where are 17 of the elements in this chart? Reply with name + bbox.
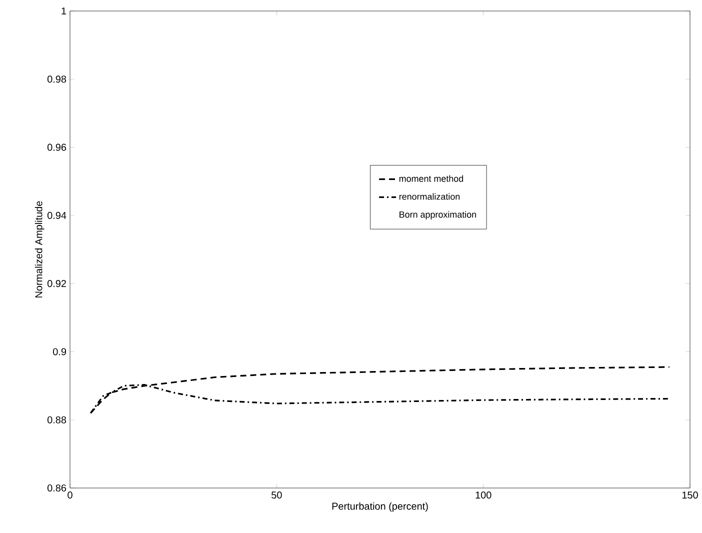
x-axis-title: Perturbation (percent): [332, 502, 428, 512]
x-tick-label: 150: [682, 492, 698, 499]
x-tick-label: 100: [476, 492, 492, 499]
y-axis-title: Normalized Amplitude: [34, 201, 44, 298]
y-tick-label: 1: [62, 8, 66, 14]
legend-label: renormalization: [399, 193, 460, 200]
x-tick-label: 50: [272, 492, 282, 499]
y-tick-label: 0.96: [47, 144, 66, 151]
legend-label: moment method: [399, 175, 464, 182]
y-tick-label: 0.92: [47, 280, 66, 288]
y-tick-label: 0.94: [47, 212, 66, 219]
y-tick-label: 0.88: [47, 416, 66, 424]
y-tick-label: 0.9: [53, 348, 66, 356]
text: Born approximation: [400, 211, 476, 220]
x-tick-label: 0: [68, 492, 72, 499]
y-tick-label: 0.98: [47, 76, 66, 83]
y-tick-label: 0.86: [47, 484, 66, 492]
